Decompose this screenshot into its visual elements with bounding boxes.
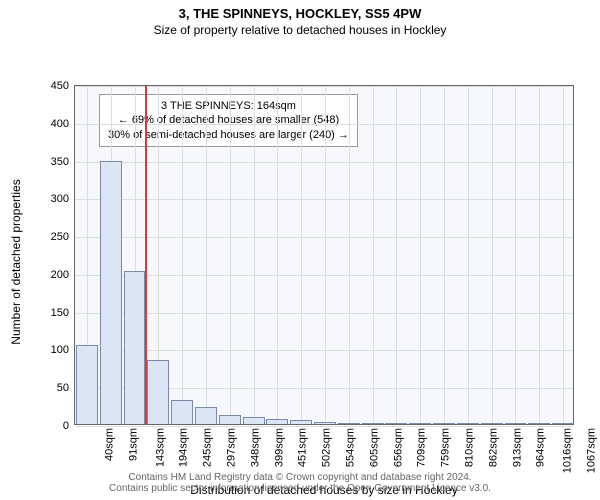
- grid-line-h: [75, 237, 573, 238]
- x-tick-label: 451sqm: [297, 428, 309, 467]
- histogram-bar: [362, 423, 384, 424]
- y-tick-label: 350: [51, 156, 75, 168]
- histogram-bar: [505, 423, 527, 424]
- grid-line-v: [539, 86, 540, 424]
- footer-line-2: Contains public sector information licen…: [0, 483, 600, 494]
- histogram-bar: [457, 423, 479, 424]
- footer-attribution: Contains HM Land Registry data © Crown c…: [0, 472, 600, 494]
- x-tick-label: 810sqm: [464, 428, 476, 467]
- histogram-bar: [100, 161, 122, 424]
- grid-line-h: [75, 275, 573, 276]
- reference-line: [145, 86, 147, 424]
- grid-line-v: [182, 86, 183, 424]
- x-tick-label: 399sqm: [273, 428, 285, 467]
- grid-line-v: [515, 86, 516, 424]
- histogram-bar: [338, 423, 360, 425]
- x-tick-label: 1067sqm: [586, 428, 598, 473]
- histogram-bar: [552, 423, 574, 424]
- y-tick-label: 300: [51, 193, 75, 205]
- x-tick-label: 91sqm: [127, 428, 139, 461]
- histogram-bar: [266, 419, 288, 424]
- grid-line-v: [373, 86, 374, 424]
- x-tick-label: 759sqm: [440, 428, 452, 467]
- grid-line-v: [325, 86, 326, 424]
- histogram-bar: [385, 423, 407, 424]
- y-tick-label: 0: [63, 420, 75, 432]
- histogram-bar: [314, 422, 336, 424]
- x-tick-label: 194sqm: [178, 428, 190, 467]
- y-tick-label: 150: [51, 307, 75, 319]
- x-tick-label: 913sqm: [511, 428, 523, 467]
- histogram-bar: [124, 271, 146, 424]
- grid-line-h: [75, 313, 573, 314]
- grid-line-v: [563, 86, 564, 424]
- x-tick-label: 40sqm: [103, 428, 115, 461]
- page-subtitle: Size of property relative to detached ho…: [0, 21, 600, 37]
- grid-line-h: [75, 124, 573, 125]
- grid-line-v: [277, 86, 278, 424]
- grid-line-v: [230, 86, 231, 424]
- histogram-bar: [433, 423, 455, 424]
- histogram-bar: [76, 345, 98, 424]
- x-tick-label: 605sqm: [368, 428, 380, 467]
- x-tick-label: 348sqm: [249, 428, 261, 467]
- x-tick-label: 245sqm: [202, 428, 214, 467]
- grid-line-v: [396, 86, 397, 424]
- x-tick-label: 143sqm: [154, 428, 166, 467]
- grid-line-v: [301, 86, 302, 424]
- histogram-bar: [528, 423, 550, 425]
- y-tick-label: 250: [51, 231, 75, 243]
- grid-line-h: [75, 162, 573, 163]
- x-tick-label: 656sqm: [392, 428, 404, 467]
- y-axis-label: Number of detached properties: [9, 92, 23, 432]
- plot-area: 3 THE SPINNEYS: 164sqm← 69% of detached …: [74, 85, 574, 425]
- grid-line-v: [254, 86, 255, 424]
- x-tick-label: 502sqm: [321, 428, 333, 467]
- x-tick-label: 709sqm: [416, 428, 428, 467]
- grid-line-v: [349, 86, 350, 424]
- page-title: 3, THE SPINNEYS, HOCKLEY, SS5 4PW: [0, 0, 600, 21]
- grid-line-v: [420, 86, 421, 424]
- y-tick-label: 100: [51, 344, 75, 356]
- grid-line-v: [444, 86, 445, 424]
- histogram-bar: [195, 407, 217, 424]
- y-tick-label: 450: [51, 80, 75, 92]
- histogram-bar: [290, 420, 312, 424]
- x-tick-label: 862sqm: [487, 428, 499, 467]
- histogram-bar: [409, 423, 431, 424]
- histogram-bar: [481, 423, 503, 424]
- histogram-bar: [219, 415, 241, 424]
- histogram-bar: [171, 400, 193, 424]
- grid-line-h: [75, 86, 573, 87]
- histogram-bar: [243, 417, 265, 424]
- y-tick-label: 50: [57, 382, 75, 394]
- histogram-bar: [147, 360, 169, 424]
- x-tick-label: 554sqm: [345, 428, 357, 467]
- y-tick-label: 400: [51, 118, 75, 130]
- y-tick-label: 200: [51, 269, 75, 281]
- grid-line-h: [75, 426, 573, 427]
- x-tick-label: 297sqm: [226, 428, 238, 467]
- grid-line-v: [468, 86, 469, 424]
- grid-line-h: [75, 199, 573, 200]
- footer-line-1: Contains HM Land Registry data © Crown c…: [0, 472, 600, 483]
- grid-line-h: [75, 350, 573, 351]
- x-tick-label: 1016sqm: [562, 428, 574, 473]
- annotation-box: 3 THE SPINNEYS: 164sqm← 69% of detached …: [99, 94, 358, 147]
- x-tick-label: 964sqm: [535, 428, 547, 467]
- grid-line-v: [206, 86, 207, 424]
- grid-line-v: [492, 86, 493, 424]
